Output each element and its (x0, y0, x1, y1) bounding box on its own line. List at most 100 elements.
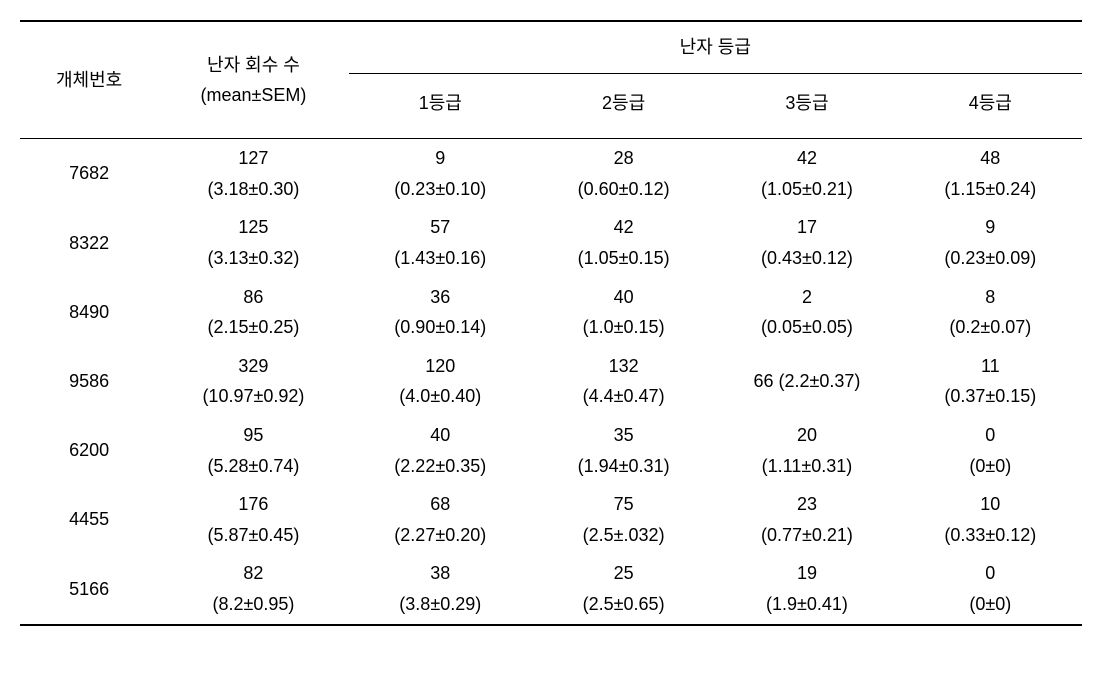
cell-grade-1: 40(2.22±0.35) (349, 416, 532, 485)
table-row: 9586329(10.97±0.92)120(4.0±0.40)132(4.4±… (20, 347, 1082, 416)
cell-grade-2: 28(0.60±0.12) (532, 139, 715, 209)
value-sem: (3.8±0.29) (355, 589, 526, 620)
recovery-label-line1: 난자 회수 수 (207, 55, 300, 75)
value-sem: (0.60±0.12) (538, 174, 709, 205)
cell-id: 5166 (20, 554, 158, 624)
col-header-grade-4: 4등급 (899, 73, 1082, 139)
value-count: 82 (164, 558, 342, 589)
value-sem: (4.0±0.40) (355, 381, 526, 412)
grade-group-label: 난자 등급 (680, 37, 751, 57)
value-count: 132 (538, 351, 709, 382)
value-sem: (0.43±0.12) (721, 243, 892, 274)
value-sem: (8.2±0.95) (164, 589, 342, 620)
cell-recovery: 86(2.15±0.25) (158, 278, 348, 347)
col-header-grade-1: 1등급 (349, 73, 532, 139)
value-count: 125 (164, 212, 342, 243)
value-count: 17 (721, 212, 892, 243)
value-sem: (0.2±0.07) (905, 312, 1076, 343)
cell-recovery: 329(10.97±0.92) (158, 347, 348, 416)
value-count: 75 (538, 489, 709, 520)
table-row: 8322125(3.13±0.32)57(1.43±0.16)42(1.05±0… (20, 208, 1082, 277)
value-count: 48 (905, 143, 1076, 174)
value-sem: (0±0) (905, 451, 1076, 482)
table-row: 849086(2.15±0.25)36(0.90±0.14)40(1.0±0.1… (20, 278, 1082, 347)
value-sem: (1.94±0.31) (538, 451, 709, 482)
value-sem: (5.87±0.45) (164, 520, 342, 551)
value-sem: (1.11±0.31) (721, 451, 892, 482)
cell-grade-1: 9(0.23±0.10) (349, 139, 532, 209)
value-sem: (1.05±0.15) (538, 243, 709, 274)
table-row: 7682127(3.18±0.30)9(0.23±0.10)28(0.60±0.… (20, 139, 1082, 209)
cell-recovery: 176(5.87±0.45) (158, 485, 348, 554)
table-row: 516682(8.2±0.95)38(3.8±0.29)25(2.5±0.65)… (20, 554, 1082, 624)
value-sem: (5.28±0.74) (164, 451, 342, 482)
cell-grade-4: 8(0.2±0.07) (899, 278, 1082, 347)
col-header-recovery: 난자 회수 수 (mean±SEM) (158, 21, 348, 139)
cell-id: 7682 (20, 139, 158, 209)
value-sem: (2.22±0.35) (355, 451, 526, 482)
value-count: 0 (905, 420, 1076, 451)
value-count: 8 (905, 282, 1076, 313)
cell-grade-1: 57(1.43±0.16) (349, 208, 532, 277)
value-sem: (1.05±0.21) (721, 174, 892, 205)
value-count: 28 (538, 143, 709, 174)
cell-grade-3: 17(0.43±0.12) (715, 208, 898, 277)
value-count: 38 (355, 558, 526, 589)
cell-recovery: 125(3.13±0.32) (158, 208, 348, 277)
cell-grade-3: 19(1.9±0.41) (715, 554, 898, 624)
cell-grade-2: 40(1.0±0.15) (532, 278, 715, 347)
cell-grade-4: 11(0.37±0.15) (899, 347, 1082, 416)
table-row: 4455176(5.87±0.45)68(2.27±0.20)75(2.5±.0… (20, 485, 1082, 554)
value-sem: (1.15±0.24) (905, 174, 1076, 205)
value-sem: (2.27±0.20) (355, 520, 526, 551)
cell-id: 8322 (20, 208, 158, 277)
cell-recovery: 95(5.28±0.74) (158, 416, 348, 485)
value-count: 42 (538, 212, 709, 243)
value-sem: (0.90±0.14) (355, 312, 526, 343)
value-count: 127 (164, 143, 342, 174)
cell-id: 4455 (20, 485, 158, 554)
table-body: 7682127(3.18±0.30)9(0.23±0.10)28(0.60±0.… (20, 139, 1082, 625)
table-header: 개체번호 난자 회수 수 (mean±SEM) 난자 등급 1등급 2등급 3등… (20, 21, 1082, 139)
cell-grade-1: 120(4.0±0.40) (349, 347, 532, 416)
oocyte-grade-table: 개체번호 난자 회수 수 (mean±SEM) 난자 등급 1등급 2등급 3등… (20, 20, 1082, 626)
recovery-label-line2: (mean±SEM) (200, 85, 306, 105)
value-sem: (4.4±0.47) (538, 381, 709, 412)
value-sem: (2.5±0.65) (538, 589, 709, 620)
value-sem: (1.43±0.16) (355, 243, 526, 274)
cell-grade-3: 66 (2.2±0.37) (715, 347, 898, 416)
value-count: 2 (721, 282, 892, 313)
cell-grade-3: 42(1.05±0.21) (715, 139, 898, 209)
id-label: 개체번호 (56, 70, 122, 90)
value-sem: (1.0±0.15) (538, 312, 709, 343)
cell-id: 6200 (20, 416, 158, 485)
cell-grade-1: 68(2.27±0.20) (349, 485, 532, 554)
value-count: 11 (905, 351, 1076, 382)
cell-grade-1: 38(3.8±0.29) (349, 554, 532, 624)
value-count: 42 (721, 143, 892, 174)
value-sem: (3.13±0.32) (164, 243, 342, 274)
cell-grade-4: 48(1.15±0.24) (899, 139, 1082, 209)
value-count: 35 (538, 420, 709, 451)
value-count: 23 (721, 489, 892, 520)
cell-grade-4: 10(0.33±0.12) (899, 485, 1082, 554)
value-sem: (2.15±0.25) (164, 312, 342, 343)
cell-id: 8490 (20, 278, 158, 347)
value-count: 10 (905, 489, 1076, 520)
cell-grade-2: 35(1.94±0.31) (532, 416, 715, 485)
value-count: 176 (164, 489, 342, 520)
cell-grade-1: 36(0.90±0.14) (349, 278, 532, 347)
value-count: 0 (905, 558, 1076, 589)
value-sem: (2.5±.032) (538, 520, 709, 551)
value-count: 20 (721, 420, 892, 451)
cell-grade-2: 132(4.4±0.47) (532, 347, 715, 416)
table-row: 620095(5.28±0.74)40(2.22±0.35)35(1.94±0.… (20, 416, 1082, 485)
value-count: 25 (538, 558, 709, 589)
value-count: 19 (721, 558, 892, 589)
value-count: 40 (538, 282, 709, 313)
cell-grade-2: 75(2.5±.032) (532, 485, 715, 554)
value-count: 9 (905, 212, 1076, 243)
cell-grade-4: 0(0±0) (899, 554, 1082, 624)
cell-grade-2: 42(1.05±0.15) (532, 208, 715, 277)
value-count: 40 (355, 420, 526, 451)
